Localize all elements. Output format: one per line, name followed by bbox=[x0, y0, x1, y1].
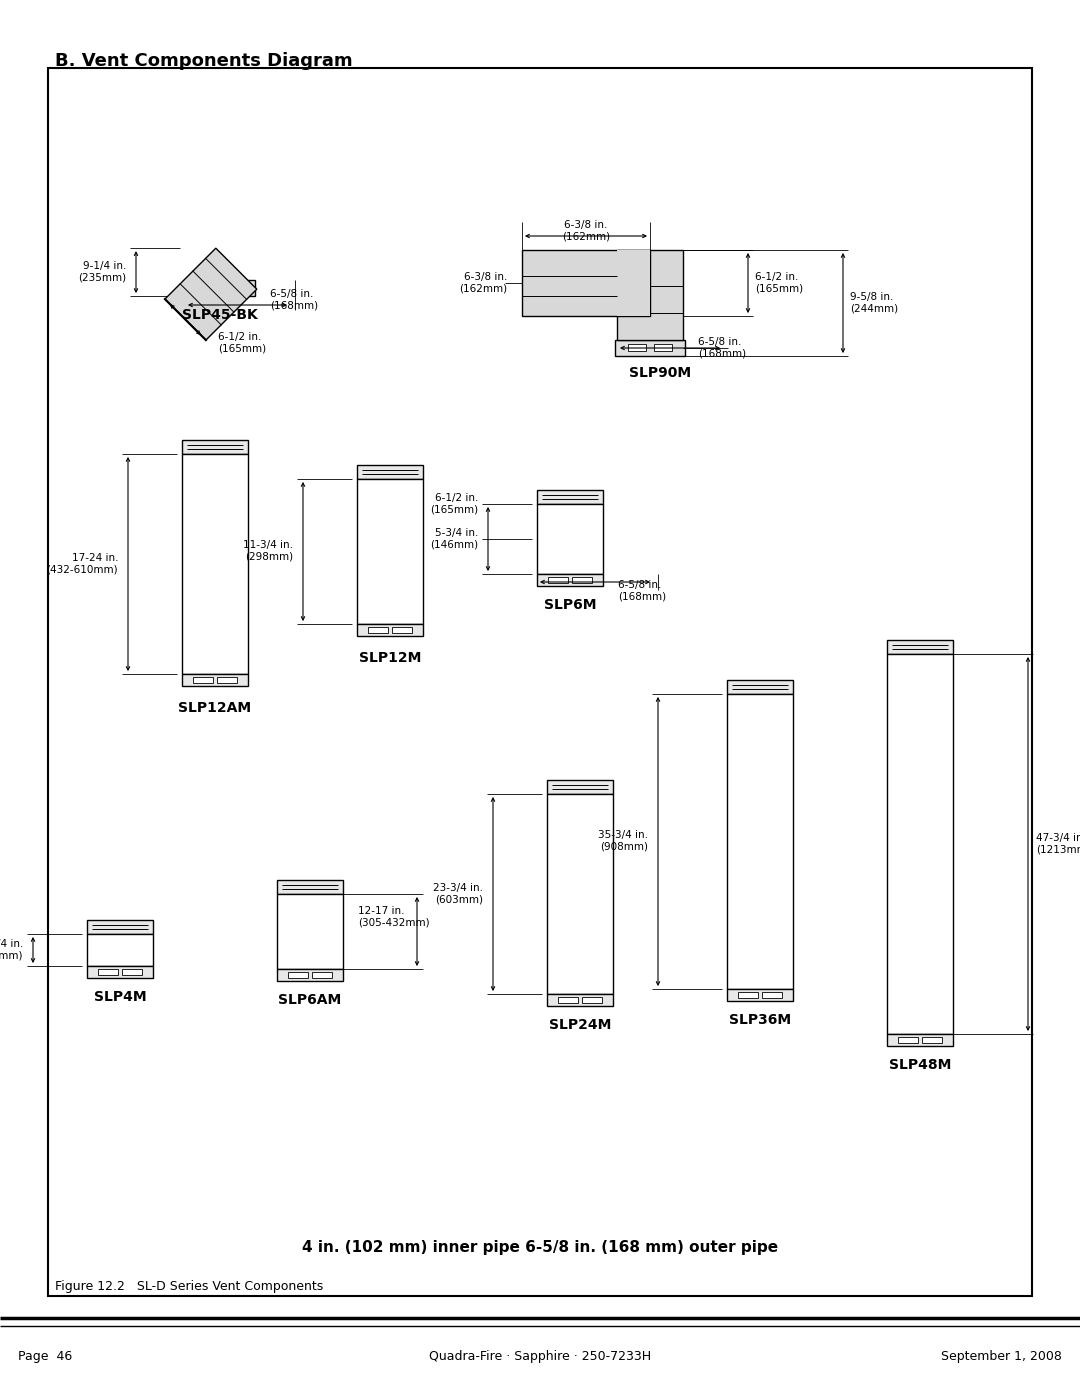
Text: Quadra-Fire · Sapphire · 250-7233H: Quadra-Fire · Sapphire · 250-7233H bbox=[429, 1350, 651, 1363]
Bar bbox=[548, 577, 568, 583]
Bar bbox=[87, 921, 153, 935]
Text: 47-3/4 in.
(1213mm): 47-3/4 in. (1213mm) bbox=[1036, 833, 1080, 855]
Text: 6-1/2 in.
(165mm): 6-1/2 in. (165mm) bbox=[755, 272, 804, 293]
Bar bbox=[727, 989, 793, 1002]
Text: 11-3/4 in.
(298mm): 11-3/4 in. (298mm) bbox=[243, 541, 293, 562]
Bar bbox=[887, 640, 953, 654]
Bar bbox=[537, 504, 603, 574]
Bar bbox=[183, 454, 248, 673]
Text: 5-3/4 in.
(146mm): 5-3/4 in. (146mm) bbox=[430, 528, 478, 550]
Text: B. Vent Components Diagram: B. Vent Components Diagram bbox=[55, 52, 353, 70]
Text: 9-5/8 in.
(244mm): 9-5/8 in. (244mm) bbox=[850, 292, 899, 314]
Bar bbox=[276, 970, 343, 981]
Bar bbox=[276, 880, 343, 894]
Text: 6-5/8 in.
(168mm): 6-5/8 in. (168mm) bbox=[270, 289, 319, 310]
Bar bbox=[887, 1034, 953, 1046]
Bar bbox=[727, 680, 793, 694]
Text: SLP36M: SLP36M bbox=[729, 1013, 791, 1027]
Text: 3-3/4 in.
(95mm): 3-3/4 in. (95mm) bbox=[0, 939, 23, 961]
Text: 4 in. (102 mm) inner pipe 6-5/8 in. (168 mm) outer pipe: 4 in. (102 mm) inner pipe 6-5/8 in. (168… bbox=[302, 1241, 778, 1255]
Text: 35-3/4 in.
(908mm): 35-3/4 in. (908mm) bbox=[598, 830, 648, 852]
Bar bbox=[198, 284, 216, 291]
Bar bbox=[617, 250, 650, 316]
Bar bbox=[185, 279, 255, 296]
Bar bbox=[727, 694, 793, 989]
Bar bbox=[897, 1037, 918, 1044]
Bar bbox=[392, 627, 411, 633]
Bar bbox=[572, 577, 592, 583]
Bar bbox=[615, 339, 685, 356]
Bar bbox=[558, 997, 578, 1003]
Text: September 1, 2008: September 1, 2008 bbox=[941, 1350, 1062, 1363]
Text: SLP12M: SLP12M bbox=[359, 651, 421, 665]
Text: SLP48M: SLP48M bbox=[889, 1058, 951, 1071]
Bar bbox=[546, 995, 613, 1006]
Bar bbox=[288, 972, 308, 978]
Bar bbox=[122, 970, 141, 975]
Text: 6-5/8 in.
(168mm): 6-5/8 in. (168mm) bbox=[698, 337, 746, 359]
Text: 9-1/4 in.
(235mm): 9-1/4 in. (235mm) bbox=[78, 261, 126, 282]
Bar bbox=[617, 250, 683, 339]
Bar bbox=[546, 793, 613, 995]
Polygon shape bbox=[165, 249, 257, 339]
Text: 6-1/2 in.
(165mm): 6-1/2 in. (165mm) bbox=[218, 332, 266, 353]
Bar bbox=[183, 673, 248, 686]
Bar bbox=[217, 678, 237, 683]
Text: SLP24M: SLP24M bbox=[549, 1018, 611, 1032]
Bar bbox=[312, 972, 332, 978]
Text: 23-3/4 in.
(603mm): 23-3/4 in. (603mm) bbox=[433, 883, 483, 905]
Bar bbox=[98, 970, 118, 975]
Bar bbox=[368, 627, 388, 633]
Bar bbox=[546, 780, 613, 793]
Bar bbox=[87, 935, 153, 965]
Bar bbox=[276, 894, 343, 970]
Bar bbox=[537, 574, 603, 585]
Text: SLP12AM: SLP12AM bbox=[178, 701, 252, 715]
Bar bbox=[922, 1037, 942, 1044]
Bar bbox=[537, 490, 603, 504]
Bar bbox=[762, 992, 782, 997]
Bar bbox=[654, 344, 672, 351]
Text: Figure 12.2   SL-D Series Vent Components: Figure 12.2 SL-D Series Vent Components bbox=[55, 1280, 323, 1294]
Bar bbox=[582, 997, 602, 1003]
Bar bbox=[224, 284, 242, 291]
Bar bbox=[627, 344, 646, 351]
Text: SLP6AM: SLP6AM bbox=[279, 993, 341, 1007]
Bar bbox=[738, 992, 758, 997]
Text: SLP45-BK: SLP45-BK bbox=[183, 307, 258, 321]
Bar bbox=[357, 465, 423, 479]
Bar bbox=[522, 250, 650, 316]
Text: SLP4M: SLP4M bbox=[94, 990, 146, 1004]
Bar bbox=[193, 678, 213, 683]
Bar bbox=[87, 965, 153, 978]
Bar bbox=[357, 479, 423, 624]
Text: 6-5/8 in.
(168mm): 6-5/8 in. (168mm) bbox=[618, 580, 666, 602]
Bar bbox=[357, 624, 423, 636]
Text: 6-3/8 in.
(162mm): 6-3/8 in. (162mm) bbox=[562, 219, 610, 242]
Text: SLP90M: SLP90M bbox=[629, 366, 691, 380]
Bar bbox=[887, 654, 953, 1034]
Text: 17-24 in.
(432-610mm): 17-24 in. (432-610mm) bbox=[46, 553, 118, 574]
Bar bbox=[48, 68, 1032, 1296]
Text: 12-17 in.
(305-432mm): 12-17 in. (305-432mm) bbox=[357, 907, 430, 928]
Text: 6-3/8 in.
(162mm): 6-3/8 in. (162mm) bbox=[459, 272, 507, 293]
Bar bbox=[183, 440, 248, 454]
Text: SLP6M: SLP6M bbox=[543, 598, 596, 612]
Text: Page  46: Page 46 bbox=[18, 1350, 72, 1363]
Text: 6-1/2 in.
(165mm): 6-1/2 in. (165mm) bbox=[430, 493, 478, 515]
